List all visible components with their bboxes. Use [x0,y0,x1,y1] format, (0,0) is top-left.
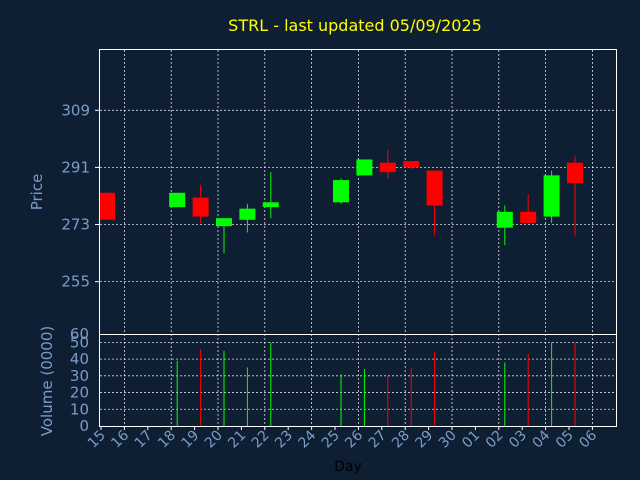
x-tick-label: 22 [249,428,273,452]
candle-body [520,211,537,223]
candle-body [239,208,256,220]
candle [567,156,583,236]
chart-title: STRL - last updated 05/09/2025 [228,16,482,35]
x-tick-label: 06 [576,427,600,451]
price-tick-label: 291 [61,158,90,176]
price-tick-label: 273 [61,216,90,234]
candle [216,218,232,254]
x-tick-label: 04 [530,427,554,451]
candle [262,172,279,219]
volume-tick-label: 50 [70,333,89,351]
candle [543,170,560,223]
candle-body [262,202,279,208]
candle-body [426,170,443,206]
volume-tick-label: 20 [70,384,89,402]
candle-body [192,197,209,217]
x-tick-label: 28 [389,428,413,452]
candle-body [169,192,186,208]
x-tick-label: 27 [366,428,390,452]
x-tick-label: 03 [506,428,530,452]
candle-body [379,162,396,173]
candle [356,159,373,176]
candle [403,161,420,169]
candle-body [496,211,513,228]
volume-tick-label: 40 [70,350,89,368]
candle [333,178,349,204]
volume-tick-label: 60 [70,325,89,343]
candle [520,194,537,223]
x-tick-label: 01 [459,428,483,452]
candle-body [567,162,583,184]
candle-body [100,192,115,220]
candle [100,192,115,220]
x-tick-label: 02 [483,428,507,452]
x-tick-label: 26 [342,427,366,451]
x-tick-label: 25 [319,428,343,452]
x-tick-label: 30 [436,428,460,452]
candle-body [356,159,373,176]
x-tick-label: 21 [225,428,249,452]
x-tick-label: 16 [108,427,132,451]
candle-body [333,180,349,203]
x-tick-label: 17 [132,428,156,452]
candle-body [216,218,232,227]
x-tick-label: 29 [413,428,437,452]
price-panel: 255 273 291 309 [61,49,617,335]
candle [426,170,443,236]
x-tick-label: 05 [553,428,577,452]
volume-tick-label: 30 [70,367,89,385]
price-tick-label: 255 [61,273,90,291]
volume-axis-label: Volume (0000) [38,326,56,436]
candle-body [403,161,420,168]
candle [379,149,396,179]
candle [169,192,186,208]
x-axis-label: Day [334,459,362,475]
x-tick-label: 18 [155,428,179,452]
price-tick-label: 309 [61,101,90,119]
price-axis-label: Price [28,174,46,211]
volume-tick-label: 10 [70,400,89,418]
candle [192,184,209,223]
x-tick-label: 20 [202,428,226,452]
candle [496,205,513,246]
x-tick-label: 24 [296,427,320,451]
candle [239,203,256,233]
x-tick-label: 19 [179,428,203,452]
volume-tick-label: 0 [79,417,89,435]
candle-body [543,175,560,217]
x-tick-label: 23 [272,428,296,452]
